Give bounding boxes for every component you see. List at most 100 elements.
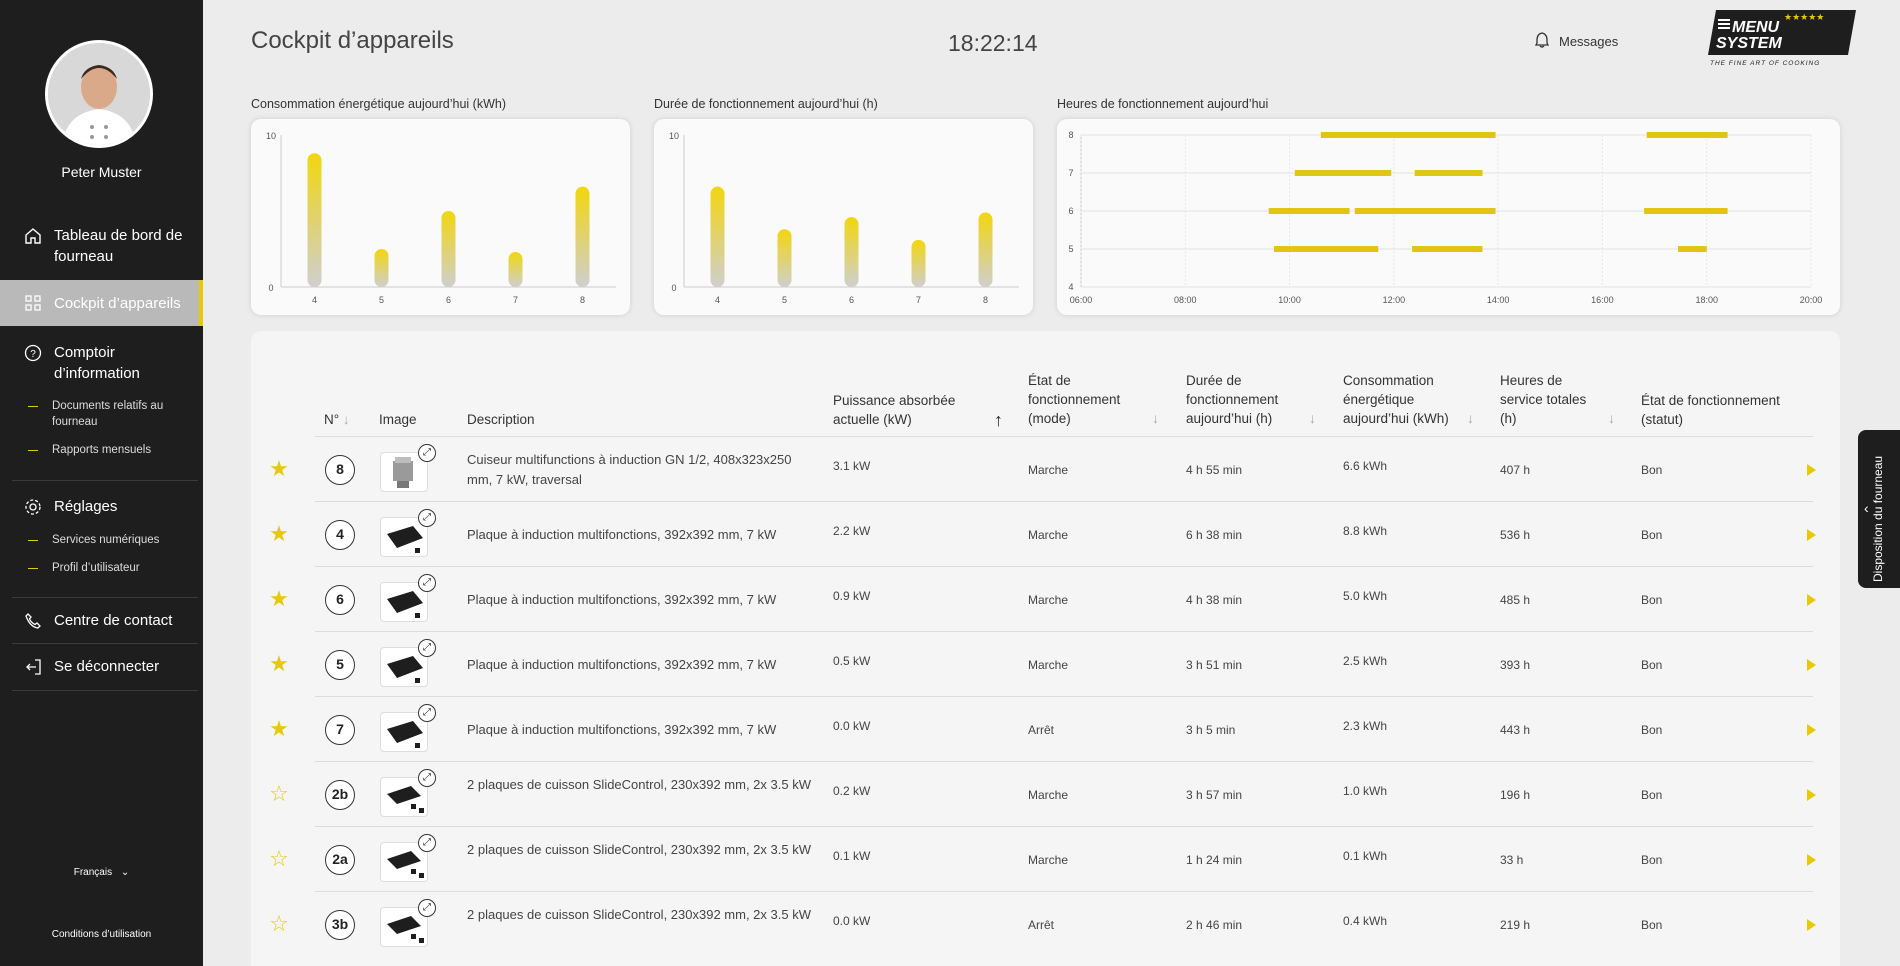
device-description: 2 plaques de cuisson SlideControl, 230x3… [467, 841, 811, 857]
chevron-left-icon: ‹ [1864, 500, 1869, 516]
device-number: 6 [325, 584, 355, 615]
device-power: 0.2 kW [833, 783, 871, 798]
play-icon[interactable] [1807, 723, 1816, 736]
play-icon[interactable] [1807, 853, 1816, 866]
x-tick-label: 16:00 [1591, 295, 1614, 305]
star-filled-icon[interactable]: ★ [269, 585, 289, 611]
star-outline-icon[interactable]: ☆ [269, 780, 289, 806]
expand-icon[interactable]: ⤢ [418, 508, 436, 527]
nav-contact[interactable]: Centre de contact [0, 610, 203, 632]
sub-reports-label: Rapports mensuels [52, 444, 152, 456]
device-status: Bon [1641, 852, 1663, 867]
user-name: Peter Muster [61, 164, 142, 180]
expand-icon[interactable]: ⤢ [418, 768, 436, 787]
messages-button[interactable]: Messages [1534, 32, 1619, 51]
star-outline-icon[interactable]: ☆ [269, 845, 289, 871]
x-tick-label: 18:00 [1695, 295, 1718, 305]
bar [508, 252, 523, 287]
star-filled-icon[interactable]: ★ [269, 650, 289, 676]
bar [978, 212, 993, 287]
th-energy[interactable]: Consommation énergétique aujourd’hui (kW… [1343, 373, 1449, 426]
device-power: 0.0 kW [833, 913, 871, 928]
th-duration[interactable]: Durée de fonctionnement aujourd’hui (h) [1186, 373, 1279, 426]
device-duration: 3 h 51 min [1186, 657, 1243, 672]
th-power[interactable]: Puissance absorbée actuelle (kW) [833, 393, 956, 427]
row-divider [315, 501, 1813, 502]
expand-icon[interactable]: ⤢ [418, 703, 436, 722]
play-icon[interactable] [1807, 658, 1816, 671]
help-icon: ? [22, 342, 44, 364]
chart-energy: 10 0 4 5 6 7 8 [251, 119, 630, 315]
play-icon[interactable] [1807, 593, 1816, 606]
y-tick-label: 10 [669, 131, 679, 141]
device-power: 2.2 kW [833, 523, 871, 538]
star-filled-icon[interactable]: ★ [269, 455, 289, 481]
nav-dashboard[interactable]: Tableau de bord de fourneau [0, 225, 203, 267]
expand-icon[interactable]: ⤢ [418, 443, 436, 462]
expand-icon[interactable]: ⤢ [418, 638, 436, 657]
th-hours[interactable]: Heures de service totales (h) [1500, 373, 1587, 426]
sort-down-icon[interactable]: ↓ [1309, 410, 1316, 426]
nav-cockpit[interactable]: Cockpit d’appareils [0, 280, 203, 326]
avatar[interactable] [45, 40, 153, 148]
device-description: Plaque à induction multifonctions, 392x3… [467, 721, 777, 737]
phone-icon [22, 610, 44, 632]
messages-label: Messages [1559, 34, 1619, 49]
sort-down-icon[interactable]: ↓ [1467, 410, 1474, 426]
play-icon[interactable] [1807, 463, 1816, 476]
sub-digital-services[interactable]: Services numériques [28, 532, 198, 548]
stove-layout-tab[interactable]: ‹ Disposition du fourneau [1858, 430, 1900, 588]
device-status: Bon [1641, 462, 1663, 477]
expand-icon[interactable]: ⤢ [418, 898, 436, 917]
expand-icon[interactable]: ⤢ [418, 833, 436, 852]
device-number: 2a [325, 844, 355, 875]
device-status: Bon [1641, 657, 1663, 672]
clock: 18:22:14 [948, 30, 1038, 56]
nav-settings[interactable]: Réglages [0, 496, 203, 518]
sort-down-icon[interactable]: ↓ [1152, 410, 1159, 426]
nav-info[interactable]: ? Comptoir d’information [0, 342, 203, 384]
device-power: 0.9 kW [833, 588, 871, 603]
sub-user-profile[interactable]: Profil d’utilisateur [28, 560, 198, 576]
star-filled-icon[interactable]: ★ [269, 520, 289, 546]
device-description: Cuiseur multifunctions à induction GN 1/… [467, 451, 792, 487]
star-outline-icon[interactable]: ☆ [269, 910, 289, 936]
th-mode[interactable]: État de fonctionnement (mode) [1028, 373, 1121, 426]
row-divider [315, 761, 1813, 762]
bar [307, 153, 322, 287]
device-energy: 5.0 kWh [1343, 588, 1388, 603]
nav-logout-label: Se déconnecter [54, 658, 160, 675]
th-num[interactable]: N° ↓ [324, 410, 350, 429]
play-icon[interactable] [1807, 918, 1816, 931]
device-hours: 393 h [1500, 657, 1531, 672]
sort-up-icon[interactable]: ↑ [994, 410, 1003, 430]
bar [575, 186, 590, 287]
y-tick-label: 0 [268, 283, 273, 293]
nav-cockpit-label: Cockpit d’appareils [54, 294, 181, 312]
sort-down-icon[interactable]: ↓ [1608, 410, 1615, 426]
divider [12, 597, 198, 598]
play-icon[interactable] [1807, 528, 1816, 541]
bar [911, 239, 926, 287]
device-image [380, 711, 428, 752]
star-filled-icon[interactable]: ★ [269, 715, 289, 741]
device-power: 3.1 kW [833, 458, 871, 473]
play-icon[interactable] [1807, 788, 1816, 801]
bar [777, 229, 792, 287]
dash [28, 540, 38, 541]
timeline-bar [1678, 246, 1707, 252]
device-energy: 2.5 kWh [1343, 653, 1388, 668]
terms-link[interactable]: Conditions d’utilisation [51, 929, 152, 940]
svg-text:SYSTEM: SYSTEM [1716, 35, 1782, 52]
y-tick-label: 5 [1068, 244, 1073, 254]
device-description: 2 plaques de cuisson SlideControl, 230x3… [467, 776, 811, 792]
language-select[interactable]: Français ⌄ [0, 867, 203, 878]
x-tick-label: 10:00 [1278, 295, 1301, 305]
sub-reports[interactable]: Rapports mensuels [28, 442, 198, 458]
expand-icon[interactable]: ⤢ [418, 573, 436, 592]
nav-logout[interactable]: Se déconnecter [0, 656, 203, 678]
chart-duration-title: Durée de fonctionnement aujourd’hui (h) [654, 97, 878, 111]
device-hours: 196 h [1500, 787, 1531, 802]
sub-documents[interactable]: Documents relatifs au fourneau [28, 398, 198, 430]
device-number: 5 [325, 649, 355, 680]
